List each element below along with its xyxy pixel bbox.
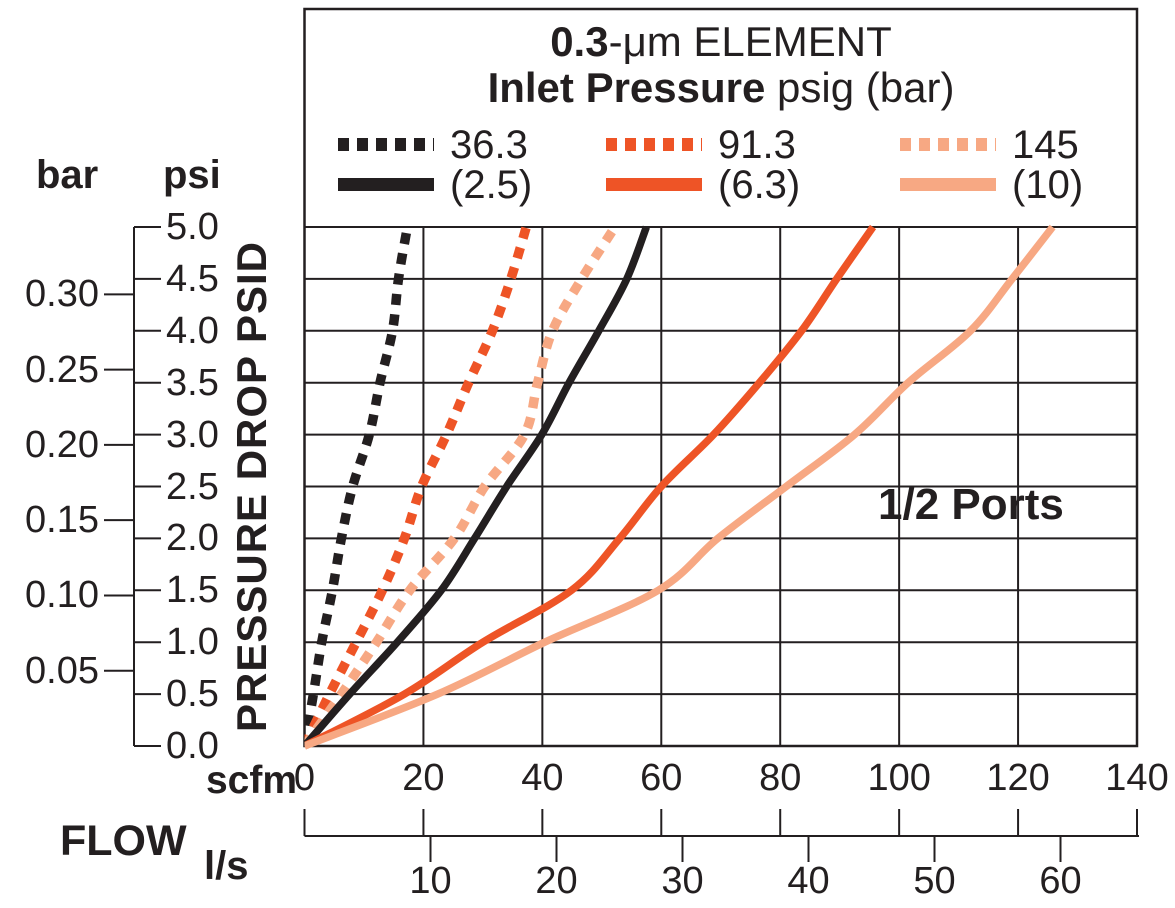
legend-label-psig: 145 (1012, 122, 1079, 167)
y-unit-psi: psi (163, 153, 221, 197)
scfm-tick-label: 20 (402, 757, 445, 799)
legend-label-psig: 36.3 (450, 122, 528, 167)
psi-tick-label: 4.0 (166, 309, 219, 352)
scfm-tick-label: 40 (521, 757, 564, 799)
legend-swatch-solid-light-orange (900, 178, 996, 191)
psi-tick-label: 2.5 (166, 465, 219, 508)
chart-title-line1: 0.3-μm ELEMENT (304, 19, 1138, 64)
ls-tick-label: 40 (787, 860, 830, 902)
psi-tick-label: 3.0 (166, 413, 219, 456)
bar-tick-label: 0.30 (25, 273, 99, 316)
scfm-tick-label: 60 (640, 757, 683, 799)
title-inlet-pressure: Inlet Pressure (487, 64, 766, 111)
legend-swatch-dashed-light-orange (900, 138, 996, 151)
ports-annotation: 1/2 Ports (878, 480, 1064, 529)
legend-entry-36-psig: 36.3 (2.5) (338, 122, 533, 207)
curve-36.3-psig-dashed (304, 226, 413, 747)
psi-tick-label: 0.0 (166, 725, 219, 767)
legend-swatch-dashed-orange (606, 138, 702, 151)
psi-tick-label: 0.5 (166, 673, 219, 716)
scfm-tick-label: 120 (986, 757, 1050, 799)
scfm-tick-label: 100 (867, 757, 931, 799)
legend-label-bar: (10) (1012, 162, 1084, 207)
legend-entry-145-psig: 145 (10) (900, 122, 1084, 207)
psi-tick-label: 2.0 (166, 517, 219, 560)
bar-tick-label: 0.20 (25, 423, 99, 466)
curve-91.3-psig-solid (304, 224, 877, 750)
legend-entry-91-psig: 91.3 (6.3) (606, 122, 801, 207)
bar-tick-label: 0.05 (25, 649, 99, 692)
curve-91.3-psig-dashed (304, 225, 531, 749)
y-axis-label: PRESSURE DROP PSID (228, 241, 275, 733)
title-units: psig (bar) (765, 64, 955, 111)
psi-tick-label: 3.5 (166, 361, 219, 404)
ls-tick-label: 60 (1039, 860, 1082, 902)
scfm-tick-label: 80 (759, 757, 802, 799)
bar-tick-label: 0.10 (25, 574, 99, 617)
legend-row-dashed: 145 (900, 122, 1083, 167)
psi-tick-label: 5.0 (166, 206, 219, 248)
y-unit-bar: bar (36, 153, 99, 197)
title-element-size: 0.3 (550, 18, 609, 65)
ls-tick-label: 50 (913, 860, 956, 902)
legend-label-bar: (2.5) (450, 162, 533, 207)
curve-145-psig-solid (304, 224, 1056, 750)
legend-row-solid: (6.3) (606, 162, 801, 207)
legend-row-solid: (2.5) (338, 162, 533, 207)
legend-label-psig: 91.3 (718, 122, 796, 167)
bar-tick-label: 0.25 (25, 348, 99, 391)
legend-row-solid: (10) (900, 162, 1084, 207)
bar-tick-label: 0.15 (25, 499, 99, 542)
legend-row-dashed: 91.3 (606, 122, 800, 167)
curve-36.3-psig-solid (304, 225, 650, 749)
legend-row-dashed: 36.3 (338, 122, 532, 167)
chart-title-line2: Inlet Pressure psig (bar) (304, 65, 1138, 110)
legend-swatch-dashed-black (338, 138, 434, 151)
scfm-tick-label: 0 (293, 757, 316, 799)
curve-145-psig-dashed (304, 224, 619, 749)
ls-tick-label: 30 (661, 860, 704, 902)
x-unit-scfm: scfm (205, 759, 297, 802)
x-unit-ls: l/s (204, 844, 249, 888)
scfm-tick-label: 140 (1105, 757, 1169, 799)
psi-tick-label: 1.0 (166, 621, 219, 664)
psi-tick-label: 1.5 (166, 569, 219, 612)
x-axis-label-flow: FLOW (60, 817, 187, 865)
title-element-rest: -μm ELEMENT (608, 18, 892, 65)
legend-label-bar: (6.3) (718, 162, 801, 207)
ls-tick-label: 20 (535, 860, 578, 902)
legend-swatch-solid-black (338, 178, 434, 191)
legend-swatch-solid-orange (606, 178, 702, 191)
psi-tick-label: 4.5 (166, 257, 219, 300)
ls-tick-label: 10 (409, 860, 452, 902)
